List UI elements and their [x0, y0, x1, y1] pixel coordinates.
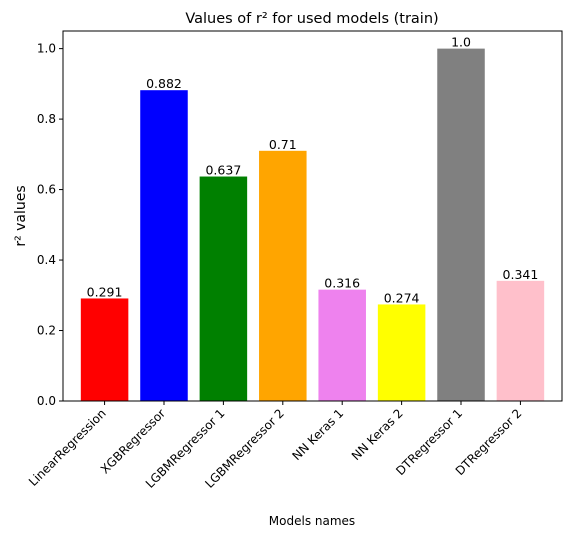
axes-frame	[62, 30, 563, 402]
y-axis-label: r² values	[13, 185, 29, 246]
bar-value-label: 0.637	[205, 163, 241, 178]
bar-value-label: 0.882	[146, 76, 182, 91]
bar-2	[140, 90, 188, 401]
bar-5	[318, 289, 366, 401]
x-axis-label: Models names	[269, 514, 355, 528]
bar-value-label: 0.274	[384, 290, 420, 305]
bar-6	[377, 304, 426, 401]
bar-1	[80, 298, 129, 401]
y-tick-label: 0.0	[37, 394, 56, 408]
bar-value-label: 0.71	[269, 137, 297, 152]
bar-4	[259, 150, 307, 401]
y-tick-label: 0.8	[37, 112, 56, 126]
bar-value-label: 0.316	[324, 276, 360, 291]
bar-7	[437, 48, 485, 402]
y-tick-label: 0.6	[37, 183, 56, 197]
bar-8	[496, 280, 545, 401]
chart-title: Values of r² for used models (train)	[185, 11, 438, 27]
bar-3	[199, 176, 248, 401]
y-tick-label: 1.0	[37, 42, 56, 56]
bar-value-label: 0.291	[87, 284, 123, 299]
bar-value-label: 0.341	[503, 267, 539, 282]
bar-value-label: 1.0	[451, 35, 471, 50]
y-tick-label: 0.2	[37, 324, 56, 338]
y-tick-label: 0.4	[37, 253, 56, 267]
